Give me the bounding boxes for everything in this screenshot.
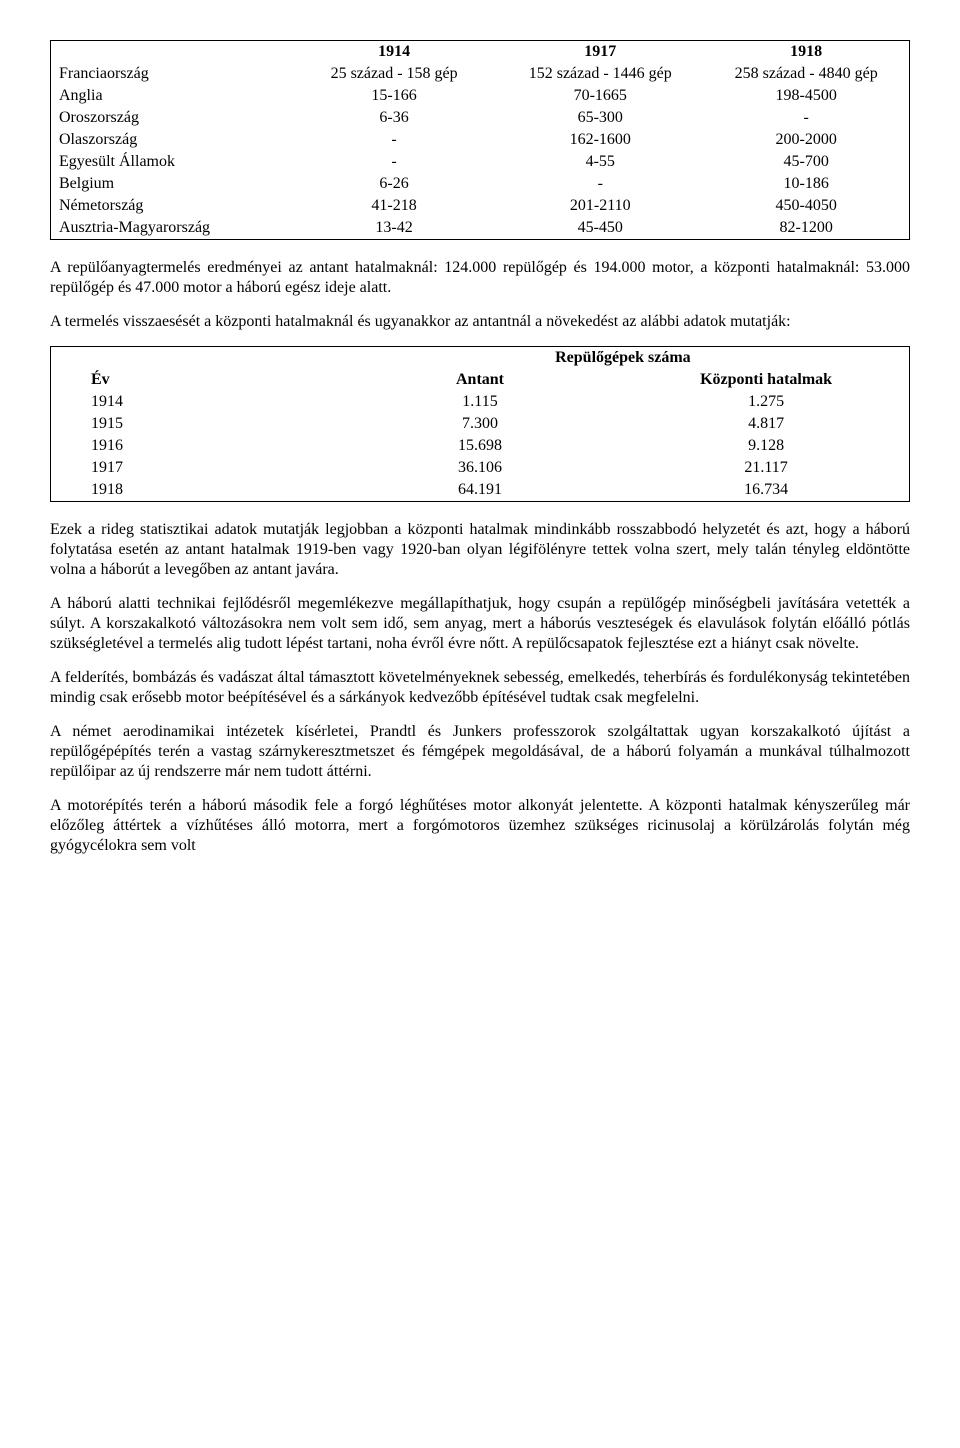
table-row: 1915 7.300 4.817 (51, 413, 910, 435)
table-header-row: 1914 1917 1918 (51, 41, 910, 64)
country-cell: Ausztria-Magyarország (51, 217, 292, 240)
table-row: Anglia 15-166 70-1665 198-4500 (51, 85, 910, 107)
value-cell: 15-166 (291, 85, 497, 107)
value-cell: 6-36 (291, 107, 497, 129)
value-cell: 70-1665 (497, 85, 703, 107)
paragraph-engine-development: A motorépítés terén a háború második fel… (50, 796, 910, 856)
year-cell: 1917 (51, 457, 337, 479)
country-cell: Olaszország (51, 129, 292, 151)
country-cell: Oroszország (51, 107, 292, 129)
value-cell: 198-4500 (703, 85, 909, 107)
value-cell: 21.117 (623, 457, 909, 479)
value-cell: - (497, 173, 703, 195)
value-cell: - (703, 107, 909, 129)
year-cell: 1915 (51, 413, 337, 435)
value-cell: 13-42 (291, 217, 497, 240)
value-cell: 9.128 (623, 435, 909, 457)
country-cell: Belgium (51, 173, 292, 195)
table-title-row: Repülőgépek száma (51, 347, 910, 370)
paragraph-production-totals: A repülőanyagtermelés eredményei az anta… (50, 258, 910, 298)
table-row: Olaszország - 162-1600 200-2000 (51, 129, 910, 151)
value-cell: - (291, 129, 497, 151)
header-antant: Antant (337, 369, 623, 391)
header-central: Központi hatalmak (623, 369, 909, 391)
value-cell: 16.734 (623, 479, 909, 502)
value-cell: 1.275 (623, 391, 909, 413)
value-cell: 36.106 (337, 457, 623, 479)
year-cell: 1916 (51, 435, 337, 457)
value-cell: 152 század - 1446 gép (497, 63, 703, 85)
value-cell: 45-700 (703, 151, 909, 173)
table-row: Egyesült Államok - 4-55 45-700 (51, 151, 910, 173)
table-row: Oroszország 6-36 65-300 - (51, 107, 910, 129)
header-1917: 1917 (497, 41, 703, 64)
year-cell: 1918 (51, 479, 337, 502)
production-table: 1914 1917 1918 Franciaország 25 század -… (50, 40, 910, 240)
country-cell: Anglia (51, 85, 292, 107)
table-row: 1916 15.698 9.128 (51, 435, 910, 457)
header-1918: 1918 (703, 41, 909, 64)
table-row: Németország 41-218 201-2110 450-4050 (51, 195, 910, 217)
value-cell: 162-1600 (497, 129, 703, 151)
table-row: 1918 64.191 16.734 (51, 479, 910, 502)
value-cell: 64.191 (337, 479, 623, 502)
paragraph-production-trend: A termelés visszaesését a központi hatal… (50, 312, 910, 332)
table-title: Repülőgépek száma (337, 347, 910, 370)
table-row: 1914 1.115 1.275 (51, 391, 910, 413)
value-cell: 41-218 (291, 195, 497, 217)
value-cell: 6-26 (291, 173, 497, 195)
value-cell: 25 század - 158 gép (291, 63, 497, 85)
value-cell: 4.817 (623, 413, 909, 435)
paragraph-statistics: Ezek a rideg statisztikai adatok mutatjá… (50, 520, 910, 580)
table-header-row: Év Antant Központi hatalmak (51, 369, 910, 391)
value-cell: 201-2110 (497, 195, 703, 217)
value-cell: 258 század - 4840 gép (703, 63, 909, 85)
year-cell: 1914 (51, 391, 337, 413)
table-row: Ausztria-Magyarország 13-42 45-450 82-12… (51, 217, 910, 240)
value-cell: 7.300 (337, 413, 623, 435)
value-cell: 10-186 (703, 173, 909, 195)
table-row: Franciaország 25 század - 158 gép 152 sz… (51, 63, 910, 85)
table-row: 1917 36.106 21.117 (51, 457, 910, 479)
table-row: Belgium 6-26 - 10-186 (51, 173, 910, 195)
value-cell: 450-4050 (703, 195, 909, 217)
header-blank (51, 41, 292, 64)
country-cell: Németország (51, 195, 292, 217)
value-cell: 45-450 (497, 217, 703, 240)
header-year: Év (51, 369, 337, 391)
header-1914: 1914 (291, 41, 497, 64)
blank-cell (51, 347, 337, 370)
value-cell: 4-55 (497, 151, 703, 173)
paragraph-german-aerodynamics: A német aerodinamikai intézetek kísérlet… (50, 722, 910, 782)
paragraph-technical-development: A háború alatti technikai fejlődésről me… (50, 594, 910, 654)
paragraph-requirements: A felderítés, bombázás és vadászat által… (50, 668, 910, 708)
country-cell: Egyesült Államok (51, 151, 292, 173)
value-cell: 200-2000 (703, 129, 909, 151)
value-cell: 65-300 (497, 107, 703, 129)
country-cell: Franciaország (51, 63, 292, 85)
value-cell: - (291, 151, 497, 173)
value-cell: 82-1200 (703, 217, 909, 240)
value-cell: 1.115 (337, 391, 623, 413)
value-cell: 15.698 (337, 435, 623, 457)
aircraft-count-table: Repülőgépek száma Év Antant Központi hat… (50, 346, 910, 502)
